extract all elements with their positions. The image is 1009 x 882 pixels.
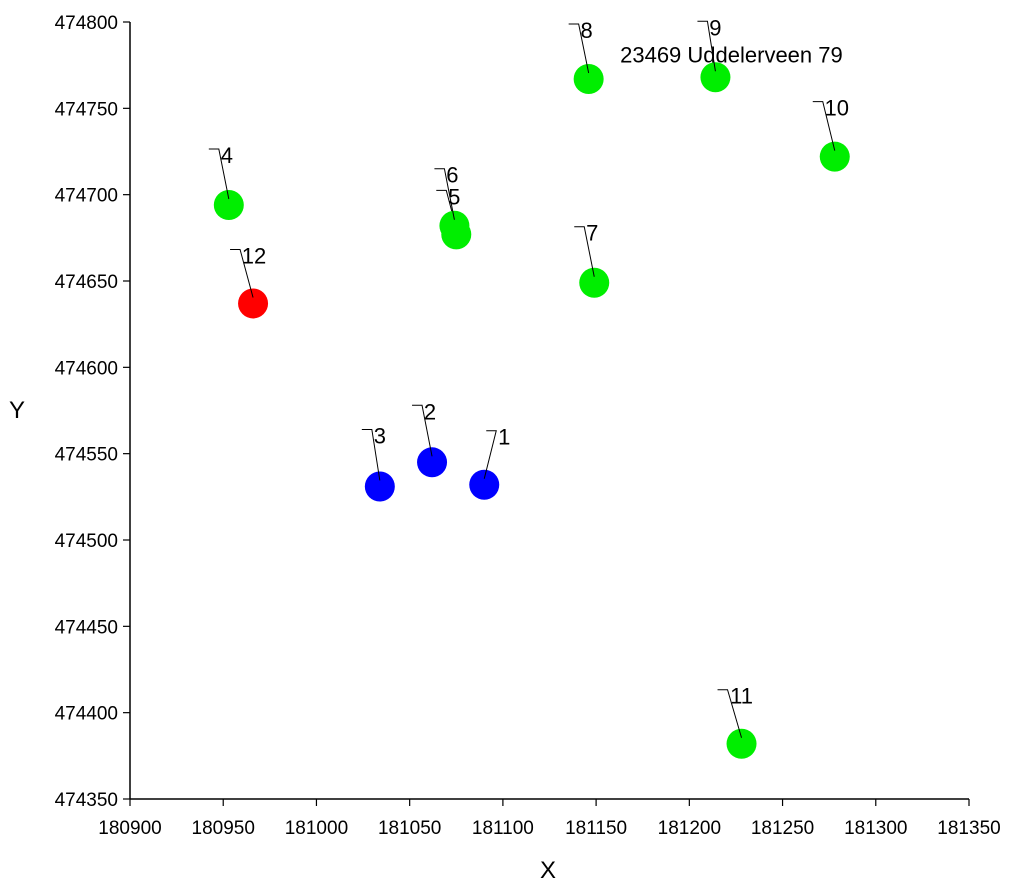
- point-1-leader: [483, 430, 497, 479]
- point-8: [573, 63, 604, 94]
- x-axis-title: X: [540, 857, 556, 882]
- x-tick-label: 181200: [658, 818, 721, 839]
- point-1-label: 1: [498, 425, 510, 450]
- x-tick-label: 180900: [98, 818, 161, 839]
- point-12-label: 12: [242, 243, 266, 268]
- point-8-label: 8: [581, 18, 593, 43]
- point-6: [439, 210, 470, 241]
- annotation-label: 23469 Uddelerveen 79: [620, 42, 843, 67]
- point-2-leader: [412, 404, 433, 457]
- y-tick-label: 474450: [55, 617, 118, 638]
- point-11-label: 11: [730, 684, 753, 709]
- y-tick-label: 474600: [55, 358, 118, 379]
- point-4-label: 4: [221, 143, 233, 168]
- y-tick-label: 474800: [55, 13, 118, 34]
- point-10: [819, 141, 850, 172]
- y-tick-label: 474650: [55, 272, 118, 293]
- point-9-label: 9: [709, 15, 721, 40]
- point-11-leader: [717, 689, 743, 738]
- point-2-label: 2: [424, 399, 436, 424]
- point-3-label: 3: [374, 423, 386, 448]
- point-12-leader: [230, 248, 254, 298]
- y-tick-label: 474400: [55, 704, 118, 725]
- point-10-label: 10: [825, 96, 849, 121]
- x-tick-label: 181150: [565, 818, 627, 839]
- x-tick-label: 181350: [937, 818, 1000, 839]
- point-7: [579, 267, 610, 298]
- point-7-label: 7: [586, 221, 598, 246]
- x-tick-label: 181050: [378, 818, 441, 839]
- x-tick-label: 180950: [192, 818, 255, 839]
- x-tick-label: 181100: [472, 818, 534, 839]
- point-6-leader: [434, 168, 455, 220]
- point-4: [213, 190, 244, 221]
- point-11: [726, 728, 757, 759]
- y-tick-label: 474350: [55, 790, 118, 811]
- point-7-leader: [574, 226, 595, 277]
- axes: 474350 474400 474450 474500 474550 474600 4746…: [55, 13, 1001, 839]
- point-8-leader: [568, 23, 590, 74]
- point-4-leader: [208, 148, 230, 200]
- point-3-leader: [361, 428, 381, 481]
- point-2: [417, 447, 448, 478]
- y-tick-label: 474550: [55, 445, 118, 466]
- y-tick-label: 474500: [55, 531, 118, 552]
- point-9-leader: [697, 20, 716, 72]
- y-tick-label: 474750: [55, 99, 118, 120]
- y-axis-title: Y: [9, 397, 25, 424]
- point-1: [469, 469, 500, 500]
- x-tick-label: 181000: [285, 818, 348, 839]
- point-9: [700, 62, 731, 93]
- x-tick-label: 181300: [844, 818, 907, 839]
- point-6-label: 6: [446, 163, 458, 188]
- x-tick-label: 181250: [751, 818, 814, 839]
- y-tick-label: 474700: [55, 186, 118, 207]
- point-12: [238, 288, 269, 319]
- point-10-leader: [812, 101, 836, 151]
- point-3: [364, 471, 395, 502]
